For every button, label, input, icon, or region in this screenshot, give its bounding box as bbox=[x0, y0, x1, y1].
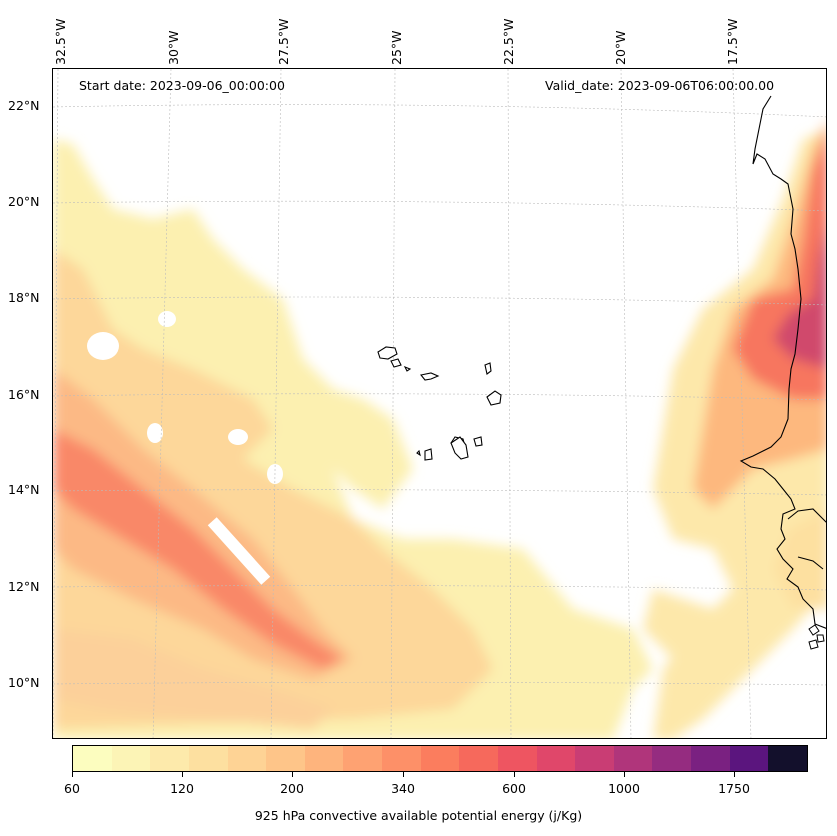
cape-east-south bbox=[773, 510, 826, 609]
colorbar-segment bbox=[459, 746, 498, 771]
colorbar-segment bbox=[304, 746, 344, 771]
colorbar-segment bbox=[613, 746, 653, 771]
data-gaps bbox=[87, 311, 283, 585]
colorbar-tick-label: 600 bbox=[502, 781, 526, 796]
colorbar-segment bbox=[382, 746, 421, 771]
colorbar-segment bbox=[73, 746, 112, 771]
map-canvas bbox=[53, 69, 826, 738]
colorbar-tick-label: 1000 bbox=[608, 781, 640, 796]
colorbar-tick-label: 200 bbox=[280, 781, 304, 796]
colorbar-segment bbox=[188, 746, 228, 771]
cape-east-southwest bbox=[643, 589, 743, 669]
cape-verde-islands bbox=[377, 346, 502, 461]
colorbar-segment bbox=[150, 746, 189, 771]
lon-label: 32.5°W bbox=[53, 18, 68, 65]
lon-label: 25°W bbox=[389, 30, 404, 65]
bijagos-islands bbox=[808, 624, 825, 650]
graticule bbox=[53, 69, 826, 738]
cape-west-inner bbox=[53, 369, 353, 679]
lat-label: 18°N bbox=[8, 290, 40, 305]
lon-label: 27.5°W bbox=[276, 18, 291, 65]
colorbar-segment bbox=[420, 746, 460, 771]
lat-label: 22°N bbox=[8, 98, 40, 113]
colorbar-segment bbox=[266, 746, 305, 771]
colorbar-title: 925 hPa convective available potential e… bbox=[254, 808, 583, 823]
coastlines bbox=[739, 95, 826, 629]
lon-label: 30°W bbox=[166, 30, 181, 65]
colorbar bbox=[72, 745, 808, 772]
colorbar-tick-label: 340 bbox=[391, 781, 415, 796]
colorbar-tick-label: 120 bbox=[170, 781, 194, 796]
colorbar-segment bbox=[111, 746, 151, 771]
lat-label: 14°N bbox=[8, 482, 40, 497]
valid-date-label: Valid_date: 2023-09-06T06:00:00.00 bbox=[545, 78, 775, 93]
colorbar-segment bbox=[227, 746, 267, 771]
cape-band bbox=[53, 429, 343, 669]
lat-label: 16°N bbox=[8, 387, 40, 402]
start-date-label: Start date: 2023-09-06_00:00:00 bbox=[79, 78, 285, 93]
lon-label: 17.5°W bbox=[725, 18, 740, 65]
colorbar-segment bbox=[497, 746, 537, 771]
colorbar-segment bbox=[729, 746, 769, 771]
colorbar-tick-label: 60 bbox=[64, 781, 80, 796]
colorbar-segment bbox=[768, 746, 807, 771]
colorbar-segment bbox=[691, 746, 730, 771]
lat-label: 12°N bbox=[8, 579, 40, 594]
lat-label: 10°N bbox=[8, 675, 40, 690]
colorbar-segment bbox=[536, 746, 576, 771]
colorbar-segment bbox=[575, 746, 614, 771]
lat-label: 20°N bbox=[8, 194, 40, 209]
colorbar-segment bbox=[652, 746, 691, 771]
colorbar-tick-label: 1750 bbox=[718, 781, 750, 796]
africa-coast bbox=[739, 95, 826, 629]
map-plot bbox=[52, 68, 827, 739]
cape-shading bbox=[53, 123, 826, 738]
lon-label: 22.5°W bbox=[501, 18, 516, 65]
cape-band-south bbox=[53, 629, 333, 729]
lon-label: 20°W bbox=[613, 30, 628, 65]
cape-east-core bbox=[773, 227, 826, 369]
colorbar-segment bbox=[343, 746, 382, 771]
